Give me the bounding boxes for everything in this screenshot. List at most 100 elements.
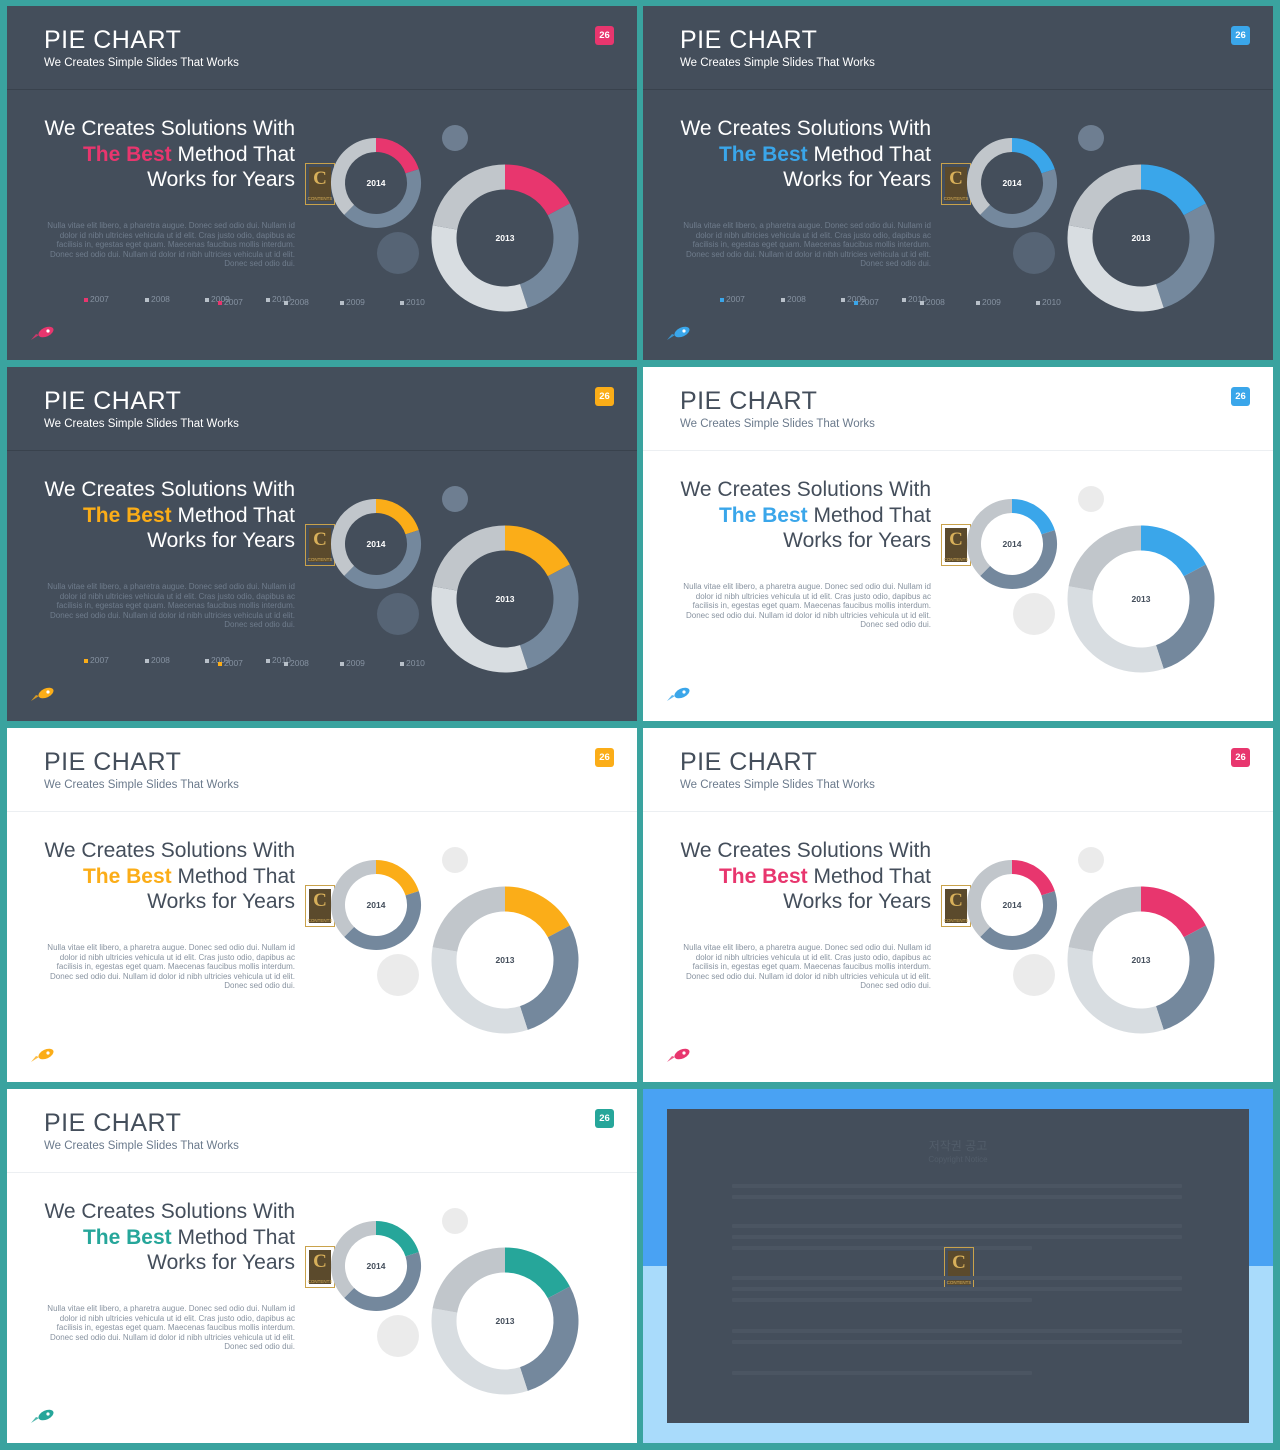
legend-swatch [84,297,88,302]
headline-line-1: We Creates Solutions With [44,1200,295,1223]
donut-2014-segment [1011,860,1055,896]
donut-2014-segment [375,138,419,174]
headline-line-2-rest: Method That [807,503,931,527]
donut-2014-segment [331,499,377,576]
logo-letter: C [313,890,327,911]
legend-label: 2008 [290,297,309,307]
legend-swatch [218,300,222,305]
pie-chart-slide: PIE CHART We Creates Simple Slides That … [643,367,1273,721]
donut-2014: 2014 [967,138,1057,228]
legend-swatch [854,300,858,305]
donut-2013-segment [1068,164,1142,231]
headline-line-2: The Best Method That [643,142,931,168]
donut-2013-segment [1068,525,1142,592]
headline-line-2: The Best Method That [643,503,931,529]
headline: We Creates Solutions With The Best Metho… [643,838,931,915]
header-divider [7,450,637,451]
page-number-badge: 26 [595,26,614,45]
decorative-bubble-large [377,232,419,274]
legend-item: 2010 [400,297,425,307]
donut-charts: 2014 2013 [967,847,1215,1034]
headline-line-3: Works for Years [783,529,931,552]
legend-item: 2009 [205,655,230,665]
header-divider [643,89,1273,90]
decorative-bubble-large [1013,232,1055,274]
donut-2014-segment [375,1221,419,1257]
legend-swatch [205,658,209,663]
headline: We Creates Solutions With The Best Metho… [643,477,931,554]
legend-swatch [976,300,980,305]
legend-item: 2008 [284,297,309,307]
legend-swatch [781,297,785,302]
donut-charts: 2014 2013 [967,486,1215,673]
decorative-bubble-small [1078,486,1104,512]
legend-item: 2010 [1036,297,1061,307]
body-paragraph: Nulla vitae elit libero, a pharetra augu… [47,582,295,630]
legend-swatch [340,300,344,305]
donut-2014-segment [331,1221,377,1298]
legend-swatch [284,300,288,305]
donut-2013-segment [504,886,570,938]
header-divider [7,89,637,90]
legend-label: 2010 [272,294,291,304]
donut-2014-segment [344,1252,421,1311]
headline-highlight: The Best [82,503,172,527]
legend-swatch [205,297,209,302]
notice-text-line [732,1298,1032,1302]
legend-swatch [266,658,270,663]
donut-2013-segment [1067,586,1164,673]
donut-2013-segment [431,947,528,1034]
pie-chart-slide: PIE CHART We Creates Simple Slides That … [643,6,1273,360]
donut-2013-segment [1155,203,1215,308]
donut-2013-segment [1067,947,1164,1034]
legend-swatch [284,661,288,666]
contents-logo: C CONTENTS [305,163,335,205]
pie-chart-slide: PIE CHART We Creates Simple Slides That … [7,6,637,360]
donut-2014: 2014 [967,499,1057,589]
donut-2014-label: 2014 [1003,539,1022,549]
headline-line-2-rest: Method That [171,864,295,888]
donut-2013-segment [1140,164,1206,216]
copyright-notice-slide: 저작권 공고 Copyright Notice C CONTENTS [643,1089,1273,1443]
rocket-icon [667,326,690,340]
headline-line-3: Works for Years [147,168,295,191]
legend-label: 2010 [272,655,291,665]
legend-item: 2008 [145,655,170,665]
legend-swatch [266,297,270,302]
donut-2013-segment [519,1286,579,1391]
donut-2013-segment [432,1247,506,1314]
logo-letter: C [949,890,963,911]
page-number-badge: 26 [1231,26,1250,45]
donut-2014-label: 2014 [367,178,386,188]
donut-2014: 2014 [331,1221,421,1311]
notice-panel: 저작권 공고 Copyright Notice C CONTENTS [667,1109,1249,1423]
legend-item: 2007 [854,297,879,307]
legend-swatch [902,297,906,302]
body-paragraph: Nulla vitae elit libero, a pharetra augu… [683,943,931,991]
legend-label: 2009 [982,297,1001,307]
donut-2013-segment [1067,225,1164,312]
logo-letter: C [949,529,963,550]
rocket-icon [31,1409,54,1423]
legend-swatch [920,300,924,305]
decorative-bubble-large [377,954,419,996]
donut-2013-segment [1140,525,1206,577]
headline-highlight: The Best [718,142,808,166]
rocket-icon [667,1048,690,1062]
notice-text-line [732,1224,1182,1228]
notice-text-line [732,1371,1032,1375]
slide-subtitle: We Creates Simple Slides That Works [680,57,875,69]
legend-item: 2008 [145,294,170,304]
legend-label: 2010 [908,294,927,304]
logo-letter: C [313,1251,327,1272]
donut-2014-segment [980,169,1057,228]
donut-2013: 2013 [431,886,579,1034]
decorative-bubble-large [377,1315,419,1357]
slide-subtitle: We Creates Simple Slides That Works [44,418,239,430]
legend-label: 2008 [787,294,806,304]
legend-label: 2009 [346,658,365,668]
legend-label: 2009 [211,655,230,665]
legend-item: 2008 [920,297,945,307]
donut-2014: 2014 [331,138,421,228]
headline-line-1: We Creates Solutions With [44,478,295,501]
